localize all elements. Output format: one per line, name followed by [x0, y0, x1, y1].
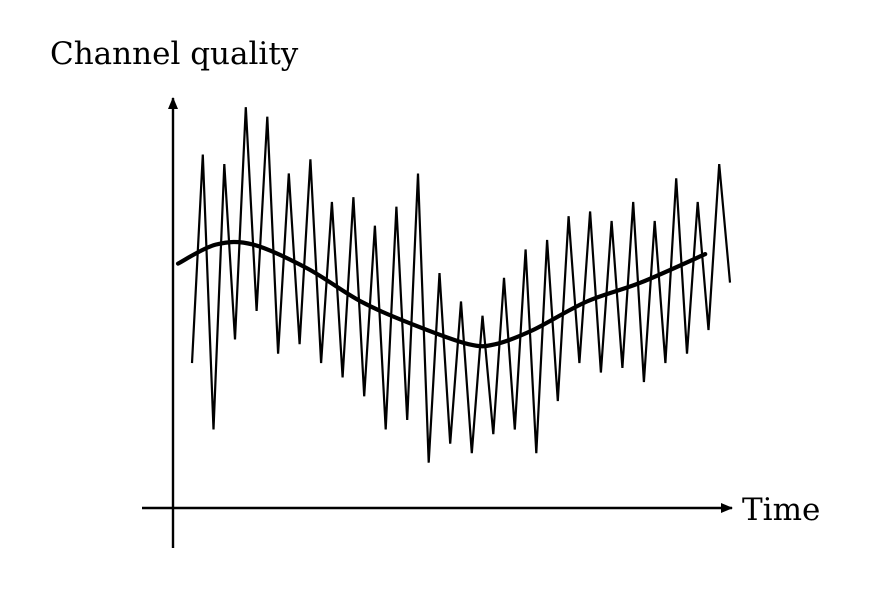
y-axis-label: Channel quality	[50, 36, 299, 72]
x-axis-label: Time	[742, 492, 820, 528]
fast-fading-signal	[190, 107, 732, 463]
average-channel-quality-curve	[175, 239, 708, 349]
